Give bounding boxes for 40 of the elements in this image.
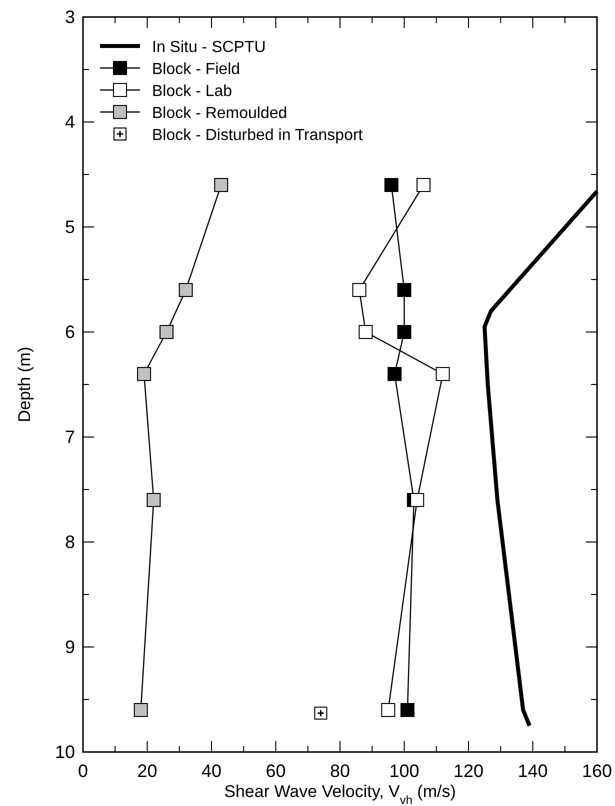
point (397, 325, 412, 339)
point (314, 706, 328, 720)
point (397, 283, 412, 297)
point (137, 367, 152, 381)
legend-label: Block - Remoulded (152, 105, 288, 122)
x-tick-label: 140 (518, 761, 548, 781)
point (410, 493, 424, 507)
legend-label: Block - Disturbed in Transport (152, 127, 364, 144)
x-tick-label: 100 (389, 761, 420, 781)
x-tick-label: 160 (582, 761, 612, 781)
point (400, 703, 414, 717)
point (214, 178, 228, 192)
x-tick-label: 40 (201, 761, 222, 781)
y-tick-label: 3 (64, 7, 75, 27)
x-tick-label: 80 (330, 761, 350, 781)
x-axis-title: Shear Wave Velocity, V$_{vh}$ (m/s) (224, 782, 456, 806)
y-tick-label: 5 (64, 217, 75, 237)
y-tick-label: 6 (64, 322, 75, 342)
point (436, 367, 450, 381)
point (134, 703, 148, 717)
legend-label: Block - Lab (152, 83, 232, 100)
point (178, 283, 193, 297)
y-tick-label: 7 (64, 427, 75, 447)
x-tick-label: 120 (453, 761, 484, 781)
y-tick-label: 10 (54, 742, 75, 762)
x-tick-label: 60 (266, 761, 286, 781)
y-tick-label: 8 (64, 532, 75, 552)
point (358, 325, 373, 339)
point (352, 283, 366, 297)
legend-label: Block - Field (152, 61, 240, 78)
point (388, 367, 402, 381)
y-tick-label: 4 (64, 112, 75, 132)
y-tick-label: 9 (64, 637, 75, 657)
x-tick-label: 20 (137, 761, 158, 781)
point (384, 178, 398, 192)
legend-label: In Situ - SCPTU (152, 39, 266, 56)
y-axis-title: Depth (m) (15, 346, 34, 422)
point (160, 325, 174, 339)
x-tick-label: 0 (78, 761, 88, 781)
point (146, 493, 161, 507)
